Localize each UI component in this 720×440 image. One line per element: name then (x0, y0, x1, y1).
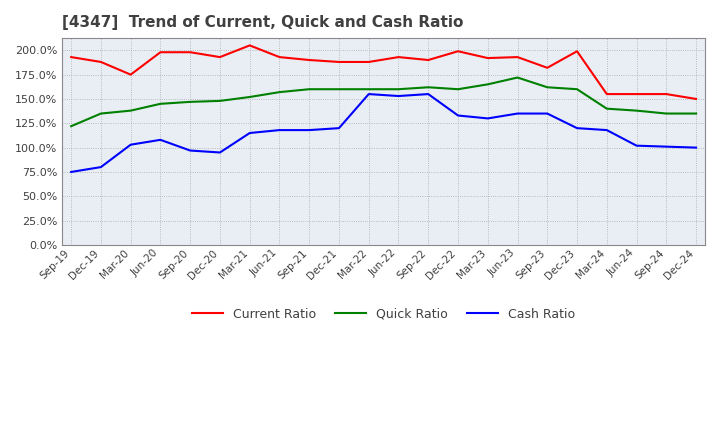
Quick Ratio (364, 87, 373, 92)
Quick Ratio (96, 111, 105, 116)
Cash Ratio (513, 111, 522, 116)
Quick Ratio (543, 84, 552, 90)
Current Ratio (394, 55, 402, 60)
Quick Ratio (305, 87, 313, 92)
Current Ratio (246, 43, 254, 48)
Current Ratio (186, 50, 194, 55)
Quick Ratio (424, 84, 433, 90)
Cash Ratio (364, 92, 373, 97)
Cash Ratio (67, 169, 76, 175)
Cash Ratio (603, 128, 611, 133)
Cash Ratio (692, 145, 701, 150)
Cash Ratio (126, 142, 135, 147)
Cash Ratio (335, 125, 343, 131)
Current Ratio (483, 55, 492, 61)
Current Ratio (156, 50, 165, 55)
Cash Ratio (96, 165, 105, 170)
Quick Ratio (454, 87, 462, 92)
Cash Ratio (305, 128, 313, 133)
Line: Cash Ratio: Cash Ratio (71, 94, 696, 172)
Current Ratio (215, 55, 224, 60)
Cash Ratio (424, 92, 433, 97)
Cash Ratio (632, 143, 641, 148)
Quick Ratio (692, 111, 701, 116)
Current Ratio (335, 59, 343, 65)
Quick Ratio (275, 89, 284, 95)
Cash Ratio (215, 150, 224, 155)
Quick Ratio (513, 75, 522, 80)
Quick Ratio (126, 108, 135, 113)
Cash Ratio (543, 111, 552, 116)
Cash Ratio (454, 113, 462, 118)
Quick Ratio (483, 82, 492, 87)
Quick Ratio (67, 124, 76, 129)
Legend: Current Ratio, Quick Ratio, Cash Ratio: Current Ratio, Quick Ratio, Cash Ratio (187, 303, 580, 326)
Cash Ratio (572, 125, 581, 131)
Line: Current Ratio: Current Ratio (71, 45, 696, 99)
Quick Ratio (632, 108, 641, 113)
Current Ratio (275, 55, 284, 60)
Quick Ratio (156, 101, 165, 106)
Cash Ratio (394, 93, 402, 99)
Quick Ratio (215, 98, 224, 103)
Current Ratio (424, 57, 433, 62)
Current Ratio (305, 57, 313, 62)
Cash Ratio (156, 137, 165, 143)
Cash Ratio (483, 116, 492, 121)
Quick Ratio (394, 87, 402, 92)
Current Ratio (67, 55, 76, 60)
Quick Ratio (662, 111, 670, 116)
Cash Ratio (662, 144, 670, 149)
Quick Ratio (603, 106, 611, 111)
Current Ratio (126, 72, 135, 77)
Cash Ratio (246, 130, 254, 136)
Text: [4347]  Trend of Current, Quick and Cash Ratio: [4347] Trend of Current, Quick and Cash … (62, 15, 464, 30)
Current Ratio (692, 96, 701, 102)
Current Ratio (543, 65, 552, 70)
Current Ratio (364, 59, 373, 65)
Current Ratio (662, 92, 670, 97)
Current Ratio (572, 48, 581, 54)
Cash Ratio (186, 148, 194, 153)
Quick Ratio (572, 87, 581, 92)
Quick Ratio (186, 99, 194, 105)
Current Ratio (513, 55, 522, 60)
Current Ratio (454, 48, 462, 54)
Quick Ratio (246, 94, 254, 99)
Current Ratio (632, 92, 641, 97)
Current Ratio (603, 92, 611, 97)
Current Ratio (96, 59, 105, 65)
Line: Quick Ratio: Quick Ratio (71, 77, 696, 126)
Cash Ratio (275, 128, 284, 133)
Quick Ratio (335, 87, 343, 92)
